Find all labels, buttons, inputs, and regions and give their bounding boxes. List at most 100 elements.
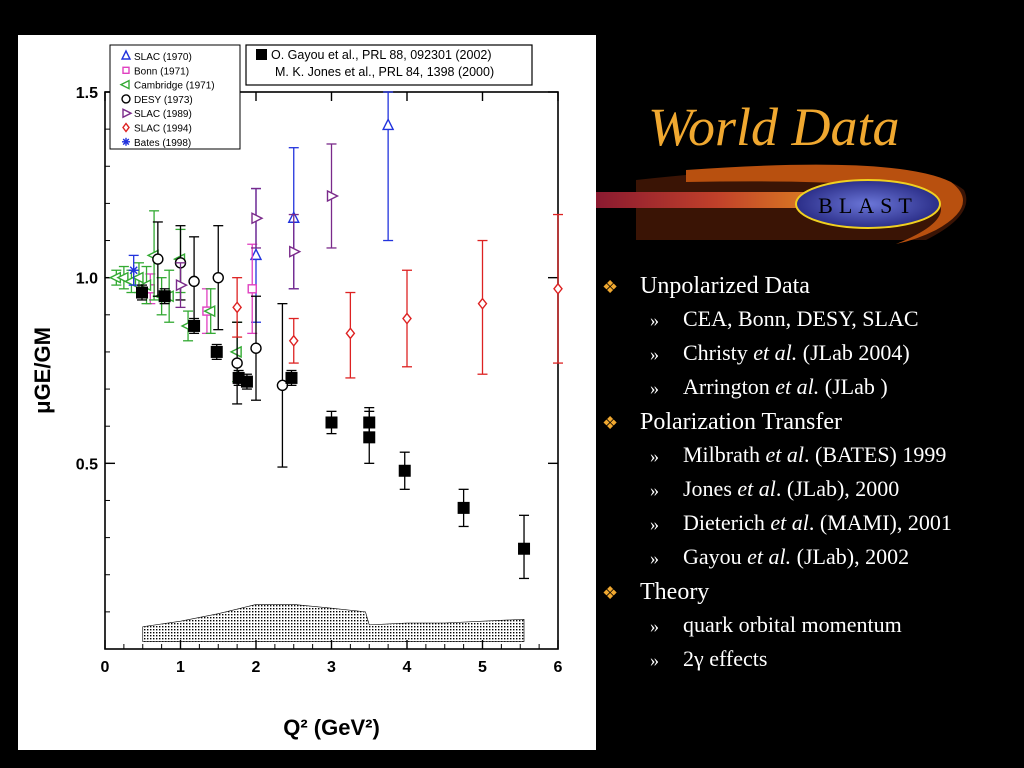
sub-bullet-marker-icon: » — [650, 344, 659, 364]
series-diamond-open — [232, 213, 563, 379]
sub-bullet-item: » Jones et al. (JLab), 2000 — [650, 478, 899, 500]
sub-bullet-text: CEA, Bonn, DESY, SLAC — [683, 306, 919, 331]
legend-marker-icon — [122, 122, 130, 133]
data-point — [131, 271, 144, 284]
data-point — [553, 282, 563, 295]
y-tick-label: 1.0 — [76, 271, 98, 288]
legend-label: Cambridge (1971) — [134, 81, 215, 92]
sub-bullet-item: » CEA, Bonn, DESY, SLAC — [650, 308, 919, 330]
legend-marker-icon — [256, 49, 267, 60]
x-tick-label: 4 — [403, 659, 412, 676]
x-tick-label: 2 — [252, 659, 261, 676]
bullet-marker-icon: ❖ — [602, 583, 619, 603]
bullet-item: ❖ Theory — [600, 580, 709, 604]
data-point — [345, 327, 356, 340]
sub-bullet-marker-icon: » — [650, 548, 659, 568]
data-point — [363, 431, 376, 444]
data-point — [158, 290, 171, 303]
sub-bullet-item: » Christy et al. (JLab 2004) — [650, 342, 910, 364]
legend-marker-icon — [121, 94, 131, 104]
legend-box-left — [109, 44, 241, 150]
data-point — [212, 271, 224, 284]
sub-bullet-marker-icon: » — [650, 446, 659, 466]
bullet-label: Theory — [640, 579, 710, 605]
legend-marker-icon — [120, 49, 132, 60]
data-point — [250, 342, 262, 354]
data-point — [135, 286, 148, 299]
bullet-marker-icon: ❖ — [602, 277, 619, 297]
sub-bullet-text: Arrington — [683, 374, 776, 399]
sub-bullet-suffix: . (JLab), 2000 — [775, 476, 900, 501]
sub-bullet-item: » Milbrath et al. (BATES) 1999 — [650, 444, 946, 466]
sub-bullet-item: » quark orbital momentum — [650, 614, 902, 636]
data-point — [128, 265, 139, 276]
sub-bullet-text: Milbrath — [683, 442, 766, 467]
sub-bullet-suffix: (JLab ) — [819, 374, 888, 399]
legend-label: SLAC (1994) — [134, 124, 192, 135]
data-point — [518, 542, 531, 555]
sub-bullet-italic: et al. — [747, 544, 792, 569]
data-point — [152, 253, 164, 265]
data-point — [231, 357, 243, 369]
data-point — [188, 319, 201, 332]
data-point — [285, 371, 298, 384]
sub-bullet-italic: et al. — [753, 340, 798, 365]
sub-bullet-item: » 2γ effects — [650, 648, 767, 670]
legend-marker-icon — [122, 137, 130, 146]
sub-bullet-suffix: . (BATES) 1999 — [804, 442, 947, 467]
data-point — [240, 375, 253, 388]
data-point — [251, 212, 264, 225]
x-tick-label: 0 — [101, 659, 110, 676]
series-circle-open — [152, 221, 289, 468]
legend-label: DESY (1973) — [134, 95, 193, 106]
sub-bullet-marker-icon: » — [650, 310, 659, 330]
sub-bullet-suffix: (JLab 2004) — [797, 340, 910, 365]
x-tick-label: 3 — [327, 659, 336, 676]
bullet-marker-icon: ❖ — [602, 413, 619, 433]
sub-bullet-item: » Gayou et al. (JLab), 2002 — [650, 546, 909, 568]
legend-label: Bonn (1971) — [134, 66, 189, 77]
data-point — [175, 278, 189, 292]
star-stroke — [129, 266, 138, 275]
x-tick-label: 5 — [478, 659, 487, 676]
legend-reference: M. K. Jones et al., PRL 84, 1398 (2000) — [275, 65, 494, 79]
data-point — [232, 301, 243, 314]
sub-bullet-italic: et al. — [775, 374, 820, 399]
data-point — [188, 275, 200, 288]
legend-marker-icon — [122, 66, 130, 74]
legend-label: Bates (1998) — [134, 138, 191, 149]
sub-bullet-marker-icon: » — [650, 514, 659, 534]
bullet-item: ❖ Polarization Transfer — [600, 410, 842, 434]
data-point — [381, 117, 395, 131]
sub-bullet-italic: et al — [770, 510, 809, 535]
legend-label: SLAC (1989) — [134, 109, 192, 120]
data-point — [288, 334, 299, 347]
star-stroke — [122, 138, 130, 146]
plot-panel: 0 1 2 3 4 5 6 0.5 1.0 1.5 Q² (GeV²) μGE/GM SLAC (19… — [18, 35, 596, 750]
x-tick-label: 1 — [176, 659, 185, 676]
sub-bullet-marker-icon: » — [650, 616, 659, 636]
sub-bullet-item: » Arrington et al. (JLab ) — [650, 376, 888, 398]
x-tick-label: 6 — [554, 659, 563, 676]
y-tick-label: 1.5 — [76, 85, 98, 102]
data-point — [249, 247, 263, 261]
systematic-error-band — [142, 604, 525, 642]
sub-bullet-marker-icon: » — [650, 650, 659, 670]
sub-bullet-item: » Dieterich et al. (MAMI), 2001 — [650, 512, 952, 534]
series-triangle-up — [249, 91, 395, 323]
sub-bullet-text: Christy — [683, 340, 754, 365]
bullet-label: Unpolarized Data — [640, 273, 810, 299]
world-data-plot: 0 1 2 3 4 5 6 0.5 1.0 1.5 Q² (GeV²) μGE/GM SLAC (19… — [30, 44, 563, 740]
data-point — [210, 345, 223, 358]
sub-bullet-marker-icon: » — [650, 480, 659, 500]
series-square-filled — [135, 284, 531, 580]
legend-marker-icon — [122, 108, 133, 119]
blast-logo-swoosh: BLAST — [596, 164, 967, 244]
sub-bullet-italic: et al — [737, 476, 776, 501]
data-point — [289, 245, 302, 258]
data-point — [247, 284, 257, 294]
data-point — [116, 271, 129, 284]
sub-bullet-marker-icon: » — [650, 378, 659, 398]
data-point — [123, 275, 137, 288]
data-point — [326, 189, 340, 203]
